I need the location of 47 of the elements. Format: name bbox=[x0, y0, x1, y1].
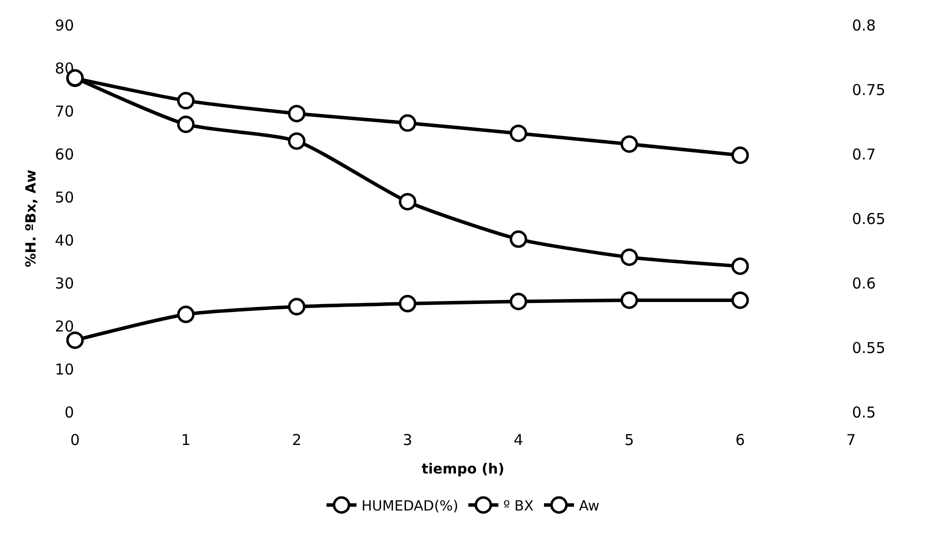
y-tick-label: 10 bbox=[54, 360, 74, 378]
y-axis-title: %H. ºBx, Aw bbox=[24, 170, 40, 268]
legend-label: Aw bbox=[578, 498, 600, 514]
y2-tick-label: 0.75 bbox=[852, 80, 886, 99]
x-tick-label: 4 bbox=[514, 431, 524, 449]
point bbox=[177, 306, 195, 324]
point bbox=[731, 146, 749, 164]
y-tick-label: 30 bbox=[54, 274, 74, 292]
y-tick-label: 70 bbox=[54, 102, 74, 120]
x-tick-label: 1 bbox=[181, 431, 191, 449]
y2-tick-label: 0.8 bbox=[852, 16, 876, 34]
point bbox=[177, 116, 195, 134]
point bbox=[66, 331, 84, 349]
x-tick-label: 2 bbox=[292, 431, 302, 449]
point bbox=[620, 135, 638, 153]
point bbox=[620, 248, 638, 266]
x-axis-title: tiempo (h) bbox=[422, 461, 504, 478]
y2-tick-label: 0.5 bbox=[852, 403, 876, 422]
point bbox=[288, 132, 306, 150]
point bbox=[398, 192, 416, 210]
y-tick-label: 0 bbox=[64, 403, 74, 422]
x-tick-label: 3 bbox=[402, 431, 412, 449]
x-tick-label: 5 bbox=[624, 431, 634, 449]
y-tick-label: 40 bbox=[54, 231, 74, 250]
point bbox=[620, 291, 638, 309]
legend-label: HUMEDAD(%) bbox=[362, 498, 458, 514]
point bbox=[510, 292, 528, 310]
point bbox=[177, 92, 195, 110]
point bbox=[288, 104, 306, 122]
y-tick-label: 20 bbox=[54, 317, 74, 336]
point bbox=[731, 291, 749, 309]
y2-tick-label: 0.7 bbox=[852, 145, 876, 164]
y-tick-label: 90 bbox=[54, 16, 74, 34]
y-tick-label: 60 bbox=[54, 145, 74, 164]
point bbox=[510, 230, 528, 248]
point bbox=[731, 257, 749, 275]
y2-tick-label: 0.6 bbox=[852, 274, 876, 292]
x-tick-label: 6 bbox=[735, 431, 745, 449]
y2-tick-label: 0.65 bbox=[852, 210, 886, 228]
x-tick-label: 7 bbox=[846, 431, 856, 449]
point bbox=[398, 294, 416, 312]
point bbox=[510, 124, 528, 142]
y-tick-label: 50 bbox=[54, 188, 74, 206]
point bbox=[288, 298, 306, 316]
legend-label: º BX bbox=[503, 498, 534, 514]
point bbox=[398, 114, 416, 132]
y2-tick-label: 0.55 bbox=[852, 338, 886, 357]
